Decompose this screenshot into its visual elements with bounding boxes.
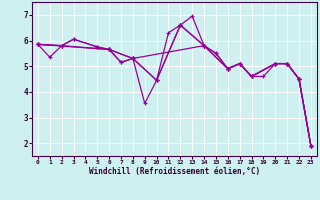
X-axis label: Windchill (Refroidissement éolien,°C): Windchill (Refroidissement éolien,°C) bbox=[89, 167, 260, 176]
